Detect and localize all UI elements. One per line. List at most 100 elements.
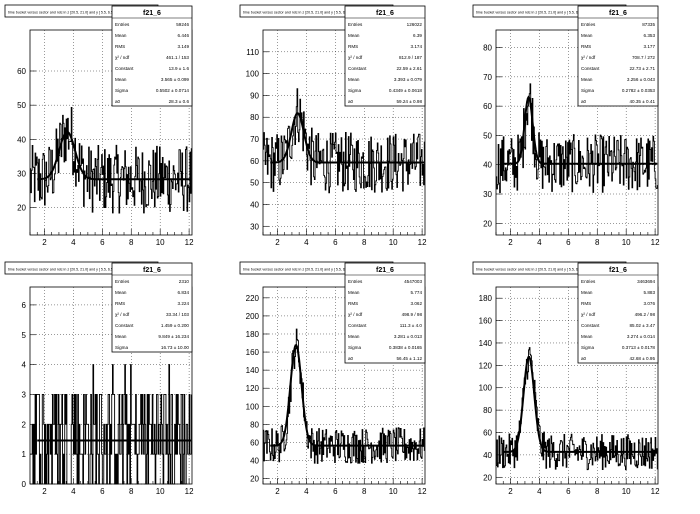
histogram-trace <box>30 364 192 485</box>
y-tick-label: 40 <box>483 161 492 170</box>
stats-label: a0 <box>348 99 354 104</box>
stats-value: 0.3838 ± 0.0165 <box>389 345 423 350</box>
stats-value: 3.393 ± 0.079 <box>394 77 423 82</box>
y-tick-label: 120 <box>246 384 260 393</box>
histogram-name: f21_6 <box>143 267 161 274</box>
y-tick-label: 70 <box>250 135 259 144</box>
fit-curve <box>503 95 658 165</box>
y-tick-label: 180 <box>479 294 493 303</box>
stats-label: Mean <box>348 77 360 82</box>
y-tick-label: 5 <box>22 331 27 340</box>
y-tick-label: 120 <box>479 361 493 370</box>
stats-label: χ² / ndf <box>115 55 130 60</box>
stats-label: Mean <box>115 290 127 295</box>
stats-value: 3.274 ± 0.014 <box>627 334 656 339</box>
stats-label: Constant <box>581 66 600 71</box>
x-tick-label: 2 <box>275 487 280 496</box>
stats-label: Constant <box>348 66 367 71</box>
y-tick-label: 80 <box>250 420 259 429</box>
stats-value: 6.39 <box>413 33 422 38</box>
y-tick-label: 40 <box>250 200 259 209</box>
x-tick-label: 10 <box>622 487 631 496</box>
stats-value: 4547003 <box>404 279 422 284</box>
x-tick-label: 8 <box>129 487 134 496</box>
x-tick-label: 6 <box>333 238 338 247</box>
stats-value: 33.34 / 103 <box>166 312 189 317</box>
x-tick-label: 8 <box>129 238 134 247</box>
y-tick-label: 60 <box>17 67 26 76</box>
histogram-panel-5: time bucket versus sector and ndc in z [… <box>239 261 427 496</box>
stats-label: Constant <box>115 66 134 71</box>
histogram-name: f21_6 <box>376 10 394 17</box>
x-tick-label: 6 <box>566 238 571 247</box>
y-tick-label: 4 <box>22 361 27 370</box>
stats-value: 0.2782 ± 0.0353 <box>622 88 656 93</box>
x-tick-label: 4 <box>304 487 309 496</box>
x-tick-label: 12 <box>651 487 660 496</box>
stats-label: RMS <box>581 301 591 306</box>
y-tick-label: 30 <box>250 222 259 231</box>
stats-value: 5.883 <box>644 290 656 295</box>
fit-curve <box>270 343 425 447</box>
stats-label: Sigma <box>348 345 361 350</box>
y-tick-label: 2 <box>22 420 27 429</box>
histogram-trace <box>496 347 658 471</box>
stats-label: a0 <box>581 356 587 361</box>
panel-title: time bucket versus sector and ndc in z [… <box>476 268 592 272</box>
y-tick-label: 50 <box>250 179 259 188</box>
stats-label: Entries <box>115 279 130 284</box>
stats-value: 3.174 <box>411 44 423 49</box>
y-tick-label: 60 <box>483 102 492 111</box>
stats-value: 6.353 <box>644 33 656 38</box>
y-tick-label: 50 <box>483 131 492 140</box>
y-tick-label: 160 <box>246 348 260 357</box>
stats-label: Mean <box>348 334 360 339</box>
y-tick-label: 160 <box>479 317 493 326</box>
x-tick-label: 8 <box>362 238 367 247</box>
x-tick-label: 2 <box>42 487 47 496</box>
panel-title: time bucket versus sector and ndc in z [… <box>243 11 359 15</box>
stats-label: RMS <box>348 44 358 49</box>
x-tick-label: 10 <box>156 238 165 247</box>
x-tick-label: 12 <box>418 487 427 496</box>
y-tick-label: 20 <box>250 475 259 484</box>
stats-value: 461.1 / 153 <box>166 55 189 60</box>
y-tick-label: 60 <box>250 438 259 447</box>
y-tick-label: 0 <box>22 480 27 489</box>
x-tick-label: 12 <box>418 238 427 247</box>
x-tick-label: 12 <box>651 238 660 247</box>
stats-label: χ² / ndf <box>581 55 596 60</box>
y-tick-label: 100 <box>246 402 260 411</box>
histogram-panel-4: time bucket versus sector and ndc in z [… <box>4 261 194 496</box>
stats-value: 496.2 / 98 <box>635 312 656 317</box>
x-tick-label: 10 <box>389 238 398 247</box>
stats-value: 3.256 ± 0.043 <box>627 77 656 82</box>
fit-curve <box>270 112 425 164</box>
stats-label: Mean <box>115 334 127 339</box>
y-tick-label: 50 <box>17 101 26 110</box>
stats-label: Sigma <box>115 345 128 350</box>
panel-title: time bucket versus sector and ndc in z [… <box>243 268 359 272</box>
stats-label: RMS <box>581 44 591 49</box>
stats-label: Sigma <box>581 88 594 93</box>
stats-value: 6.834 <box>178 290 190 295</box>
stats-label: a0 <box>348 356 354 361</box>
stats-value: 0.4349 ± 0.0618 <box>389 88 423 93</box>
x-tick-label: 2 <box>508 487 513 496</box>
x-tick-label: 6 <box>100 238 105 247</box>
stats-label: Sigma <box>581 345 594 350</box>
stats-value: 3.281 ± 0.013 <box>394 334 423 339</box>
y-tick-label: 30 <box>483 190 492 199</box>
fit-curve <box>503 355 658 453</box>
stats-value: 59.24 ± 0.98 <box>396 99 422 104</box>
stats-value: 3.224 <box>178 301 190 306</box>
x-tick-label: 12 <box>185 238 194 247</box>
x-tick-label: 6 <box>333 487 338 496</box>
stats-box <box>577 5 659 107</box>
stats-box <box>344 262 426 364</box>
y-tick-label: 100 <box>246 70 260 79</box>
stats-label: Mean <box>348 290 360 295</box>
stats-value: 3.062 <box>411 301 423 306</box>
y-tick-label: 40 <box>250 457 259 466</box>
stats-label: Mean <box>348 33 360 38</box>
